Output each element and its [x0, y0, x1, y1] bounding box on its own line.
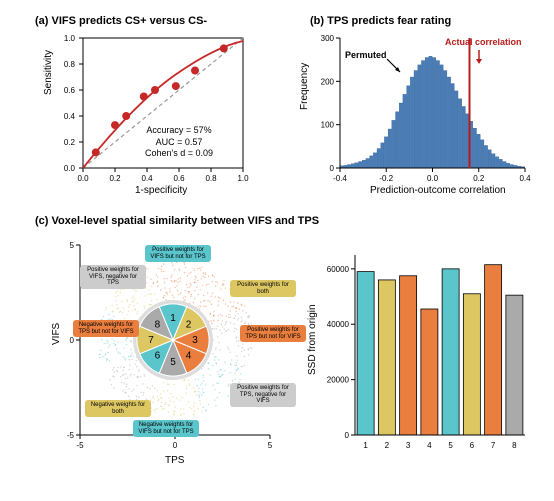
svg-text:300: 300 [321, 34, 335, 43]
svg-text:8: 8 [512, 441, 517, 450]
svg-text:6: 6 [155, 351, 161, 362]
panel-a-xlabel: 1-specificity [135, 185, 187, 196]
svg-text:0.8: 0.8 [64, 60, 76, 69]
svg-text:-0.4: -0.4 [333, 174, 347, 183]
svg-text:2: 2 [385, 441, 390, 450]
svg-text:0: 0 [330, 164, 335, 173]
actual-arrow [473, 48, 485, 66]
octant-label-top: Positive weights for VIFS but not for TP… [145, 245, 211, 262]
actual-label: Actual correlation [445, 37, 522, 47]
svg-text:6: 6 [470, 441, 475, 450]
svg-text:100: 100 [321, 121, 335, 130]
octant-label-right: Positive weights for TPS but not for VIF… [240, 325, 306, 342]
svg-text:4: 4 [427, 441, 432, 450]
svg-text:0.2: 0.2 [109, 174, 121, 183]
panel-b-xlabel: Prediction-outcome correlation [370, 185, 506, 196]
svg-text:-0.2: -0.2 [379, 174, 393, 183]
svg-text:1.0: 1.0 [64, 34, 76, 43]
svg-text:0.0: 0.0 [427, 174, 439, 183]
svg-text:0: 0 [345, 431, 350, 440]
svg-text:0: 0 [173, 441, 178, 450]
panel-c-bar-ylabel: SSD from origin [307, 304, 318, 375]
svg-text:0.0: 0.0 [64, 164, 76, 173]
octant-label-tl: Positive weights for VIFS, negative for … [80, 265, 146, 289]
svg-text:0.6: 0.6 [64, 86, 76, 95]
svg-text:7: 7 [491, 441, 496, 450]
svg-text:8: 8 [155, 319, 161, 330]
svg-text:60000: 60000 [327, 265, 350, 274]
svg-text:0: 0 [70, 336, 75, 345]
panel-a-ylabel: Sensitivity [43, 50, 54, 95]
panel-b-chart: -0.4 -0.2 0.0 0.2 0.4 0 100 200 300 [305, 33, 535, 198]
panel-a-stats: Accuracy = 57% AUC = 0.57 Cohen's d = 0.… [145, 125, 213, 160]
svg-text:0.8: 0.8 [205, 174, 217, 183]
svg-text:4: 4 [186, 351, 192, 362]
svg-text:1: 1 [363, 441, 368, 450]
svg-text:1.0: 1.0 [237, 174, 249, 183]
svg-text:200: 200 [321, 77, 335, 86]
panel-c-title: (c) Voxel-level spatial similarity betwe… [35, 215, 319, 227]
panel-c-scatter-xlabel: TPS [165, 455, 184, 466]
svg-text:5: 5 [448, 441, 453, 450]
svg-text:5: 5 [70, 241, 75, 250]
panel-a-chart: 0.0 0.2 0.4 0.6 0.8 1.0 0.0 0.2 0.4 0.6 0.8 1.0 [55, 33, 255, 198]
svg-text:0.0: 0.0 [77, 174, 89, 183]
svg-text:20000: 20000 [327, 376, 350, 385]
svg-text:2: 2 [186, 319, 192, 330]
panel-a-title: (a) VIFS predicts CS+ versus CS- [35, 15, 207, 27]
svg-text:0.4: 0.4 [519, 174, 531, 183]
svg-text:0.4: 0.4 [64, 112, 76, 121]
octant-label-bl: Negative weights for both [85, 400, 151, 417]
svg-text:0.2: 0.2 [473, 174, 485, 183]
svg-text:5: 5 [170, 357, 176, 368]
permuted-arrow [385, 57, 405, 77]
svg-text:0.4: 0.4 [141, 174, 153, 183]
panel-b-title: (b) TPS predicts fear rating [310, 15, 451, 27]
panel-b-ylabel: Frequency [299, 63, 310, 110]
svg-text:1: 1 [170, 313, 176, 324]
panel-c-bar: 1 2 3 4 5 6 7 8 0 20000 40000 60000 [315, 240, 535, 460]
svg-text:-5: -5 [76, 441, 84, 450]
svg-text:5: 5 [268, 441, 273, 450]
octant-label-left: Negative weights for TPS but not for VIF… [73, 320, 139, 337]
figure: (a) VIFS predicts CS+ versus CS- 0.00.20… [15, 15, 539, 486]
octant-label-bottom: Negative weights for VIFS but not for TP… [133, 420, 199, 437]
octant-label-br: Positive weights for TPS, negative for V… [230, 383, 296, 407]
panel-c-scatter-ylabel: VIFS [51, 323, 62, 345]
svg-text:3: 3 [406, 441, 411, 450]
svg-text:7: 7 [148, 335, 154, 346]
octant-label-tr: Positive weights for both [230, 280, 296, 297]
svg-text:0.2: 0.2 [64, 138, 76, 147]
permuted-label: Permuted [345, 50, 387, 60]
svg-text:-5: -5 [67, 431, 75, 440]
svg-text:40000: 40000 [327, 320, 350, 329]
svg-text:0.6: 0.6 [173, 174, 185, 183]
svg-text:3: 3 [192, 335, 198, 346]
